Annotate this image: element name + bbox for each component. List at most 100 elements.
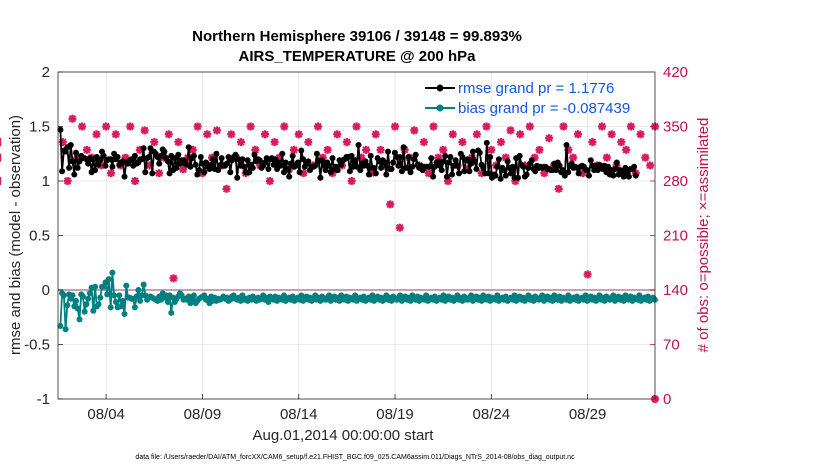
series-0-point-260 <box>508 170 514 177</box>
obs-marker-d2-5 <box>83 146 91 154</box>
series-0-point-213 <box>426 163 433 170</box>
legend: rmse grand pr = 1.1776 bias grand pr = -… <box>425 80 630 117</box>
obs-marker-d2-104 <box>559 122 568 131</box>
series-0-point-321 <box>613 159 620 166</box>
x-tick-label-2: 08/14 <box>280 406 318 423</box>
series-0-point-30 <box>109 163 116 170</box>
series-0-point-127 <box>277 162 284 169</box>
series-0-point-240 <box>473 166 480 172</box>
series-0-point-223 <box>443 173 450 180</box>
series-0-point-215 <box>430 173 437 180</box>
series-0-point-96 <box>223 160 230 167</box>
y-left-tick-label-1: -0.5 <box>24 337 50 354</box>
series-0-point-191 <box>388 166 395 172</box>
obs-marker-65 <box>371 130 380 139</box>
obs-marker-76 <box>424 169 433 178</box>
obs-marker-2 <box>68 114 77 123</box>
series-0-point-205 <box>412 151 419 158</box>
series-0-point-155 <box>326 162 333 169</box>
obs-marker-d2-10 <box>107 169 115 177</box>
series-0-point-88 <box>209 156 216 163</box>
series-0-point-157 <box>329 155 336 162</box>
obs-marker-d2-27 <box>189 146 197 154</box>
obs-marker-24 <box>174 138 183 147</box>
obs-marker-79 <box>439 145 448 154</box>
series-0-point-181 <box>371 164 378 171</box>
series-1-point-9 <box>73 297 79 304</box>
obs-marker-d2-77 <box>429 122 438 131</box>
series-0-point-37 <box>121 173 128 180</box>
series-1-point-32 <box>112 299 119 305</box>
legend-rmse-marker <box>436 84 444 92</box>
obs-marker-d2-112 <box>598 122 606 131</box>
obs-marker-112 <box>598 122 607 131</box>
series-1-point-22 <box>95 301 102 308</box>
obs-marker-83 <box>458 138 467 147</box>
series-0-point-242 <box>476 149 483 156</box>
series-0-point-5 <box>66 164 73 171</box>
series-1-point-31 <box>111 292 118 299</box>
series-0-point-112 <box>251 151 258 158</box>
obs-marker-53 <box>313 122 322 131</box>
obs-marker-d2-17 <box>140 126 149 135</box>
series-0-point-178 <box>365 171 372 178</box>
obs-marker-d2-70 <box>396 224 404 232</box>
series-0-point-310 <box>594 167 601 174</box>
obs-marker-d2-53 <box>314 122 322 131</box>
obs-marker-d2-113 <box>603 153 611 162</box>
legend-bias-marker <box>436 104 444 112</box>
series-0-point-225 <box>447 154 454 160</box>
obs-marker-51 <box>304 138 313 147</box>
obs-marker-d2-117 <box>622 146 630 154</box>
x-tick-label-1: 08/09 <box>184 406 222 423</box>
obs-marker-20 <box>155 169 164 178</box>
obs-marker-61 <box>352 122 361 131</box>
series-1-point-77 <box>190 292 197 299</box>
series-0-point-48 <box>140 145 147 152</box>
obs-marker-d2-75 <box>420 138 428 146</box>
obs-marker-101 <box>545 134 554 143</box>
series-0-point-77 <box>190 152 197 159</box>
obs-marker-59 <box>342 138 351 147</box>
obs-marker-19 <box>150 138 159 147</box>
series-0-point-187 <box>381 159 388 166</box>
obs-marker-d2-69 <box>391 122 399 131</box>
series-1-point-13 <box>79 293 86 300</box>
series-0-point-288 <box>556 162 563 169</box>
obs-marker-d2-61 <box>352 122 361 131</box>
obs-marker-23 <box>169 274 178 283</box>
obs-marker-d2-30 <box>203 130 211 138</box>
series-0-point-123 <box>270 161 277 168</box>
y-right-tick-label-1: 70 <box>663 337 680 354</box>
obs-marker-114 <box>607 130 616 139</box>
obs-marker-60 <box>347 177 356 185</box>
series-0-point-331 <box>631 163 638 170</box>
obs-marker-106 <box>569 153 578 162</box>
series-0-point-26 <box>102 162 109 169</box>
series-0-point-173 <box>357 167 364 174</box>
series-0-point-153 <box>322 167 329 174</box>
series-0-point-306 <box>587 157 594 164</box>
obs-marker-d2-121 <box>641 153 650 162</box>
series-0-point-272 <box>528 157 535 164</box>
obs-marker-37 <box>236 138 245 147</box>
series-layer <box>57 126 658 333</box>
obs-marker-107 <box>573 130 582 139</box>
series-0-point-7 <box>69 158 76 165</box>
series-0-point-151 <box>319 157 326 164</box>
series-1-point-35 <box>118 303 125 310</box>
obs-marker-73 <box>410 126 419 135</box>
series-0-point-299 <box>575 170 582 177</box>
series-0-point-9 <box>73 149 79 156</box>
series-0-point-139 <box>298 147 305 154</box>
obs-marker-d2-114 <box>607 130 616 138</box>
x-axis-label: Aug.01,2014 00:00:00 start <box>253 427 435 444</box>
obs-marker-d2-92 <box>502 153 510 162</box>
series-0-point-75 <box>187 163 194 170</box>
plot-area <box>0 71 659 403</box>
series-0-point-264 <box>515 174 521 181</box>
obs-marker-d2-39 <box>246 122 255 131</box>
obs-marker-d2-79 <box>439 146 447 154</box>
obs-marker-121 <box>641 153 650 162</box>
